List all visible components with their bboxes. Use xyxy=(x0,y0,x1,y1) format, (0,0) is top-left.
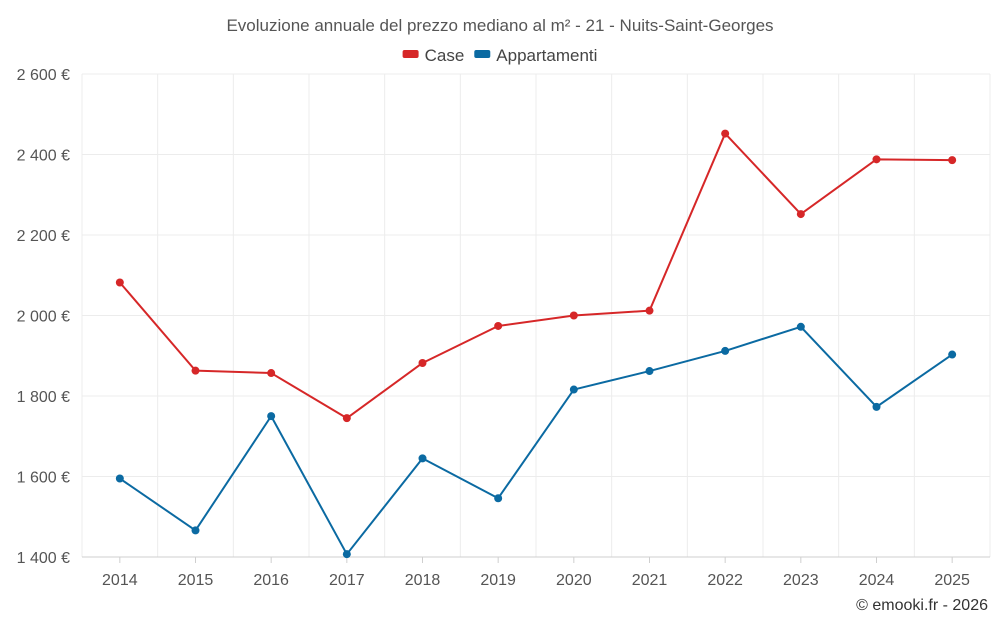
data-point-appartamenti[interactable] xyxy=(721,346,730,355)
data-point-case[interactable] xyxy=(115,278,124,287)
y-tick-label: 2 600 € xyxy=(17,67,70,84)
y-tick-label: 1 400 € xyxy=(17,550,70,567)
y-tick-label: 1 600 € xyxy=(17,470,70,487)
y-axis: 1 400 € 1 600 € 1 800 € 2 000 € 2 200 € 2 400… xyxy=(17,67,70,567)
chart-title: Evoluzione annuale del prezzo mediano al… xyxy=(226,16,773,35)
legend-swatch-appartamenti[interactable] xyxy=(474,50,491,58)
y-tick-label: 2 400 € xyxy=(17,148,70,165)
y-tick-label: 2 200 € xyxy=(17,228,70,245)
grid xyxy=(81,73,991,558)
data-point-appartamenti[interactable] xyxy=(115,474,124,483)
data-point-case[interactable] xyxy=(796,210,805,219)
data-point-appartamenti[interactable] xyxy=(645,367,654,376)
x-tick-label: 2019 xyxy=(480,572,516,589)
series-line-case xyxy=(119,132,953,420)
data-point-appartamenti[interactable] xyxy=(342,550,351,559)
data-point-appartamenti[interactable] xyxy=(191,526,200,535)
x-tick-label: 2014 xyxy=(102,572,138,589)
data-point-case[interactable] xyxy=(645,306,654,315)
x-tick-label: 2018 xyxy=(405,572,441,589)
x-tick-label: 2020 xyxy=(556,572,592,589)
data-point-case[interactable] xyxy=(418,358,427,367)
legend-label-appartamenti: Appartamenti xyxy=(496,46,597,65)
data-point-appartamenti[interactable] xyxy=(494,494,503,503)
data-point-case[interactable] xyxy=(569,311,578,320)
x-tick-label: 2015 xyxy=(178,572,214,589)
legend-label-case: Case xyxy=(425,46,465,65)
y-tick-label: 2 000 € xyxy=(17,309,70,326)
data-point-appartamenti[interactable] xyxy=(569,385,578,394)
y-tick-label: 1 800 € xyxy=(17,389,70,406)
data-point-case[interactable] xyxy=(721,129,730,138)
legend-swatch-case[interactable] xyxy=(402,50,419,58)
x-tick-label: 2021 xyxy=(632,572,668,589)
x-axis: 2014 2015 2016 2017 2018 2019 2020 2021 2022 2023… xyxy=(82,556,990,589)
x-tick-label: 2025 xyxy=(934,572,970,589)
series-group xyxy=(115,129,957,559)
data-point-appartamenti[interactable] xyxy=(872,402,881,411)
x-tick-label: 2024 xyxy=(859,572,895,589)
data-point-appartamenti[interactable] xyxy=(948,350,957,359)
x-tick-label: 2022 xyxy=(707,572,743,589)
data-point-case[interactable] xyxy=(872,155,881,164)
data-point-case[interactable] xyxy=(948,156,957,165)
data-point-case[interactable] xyxy=(494,321,503,330)
data-point-appartamenti[interactable] xyxy=(796,322,805,331)
data-point-case[interactable] xyxy=(191,366,200,375)
x-tick-label: 2017 xyxy=(329,572,365,589)
data-point-case[interactable] xyxy=(267,369,276,378)
series-line-appartamenti xyxy=(119,325,953,556)
legend: Case Appartamenti xyxy=(402,46,597,65)
data-point-case[interactable] xyxy=(342,414,351,423)
data-point-appartamenti[interactable] xyxy=(267,412,276,421)
x-tick-label: 2016 xyxy=(253,572,289,589)
credit-text: © emooki.fr - 2026 xyxy=(856,597,988,614)
x-tick-label: 2023 xyxy=(783,572,819,589)
data-point-appartamenti[interactable] xyxy=(418,454,427,463)
